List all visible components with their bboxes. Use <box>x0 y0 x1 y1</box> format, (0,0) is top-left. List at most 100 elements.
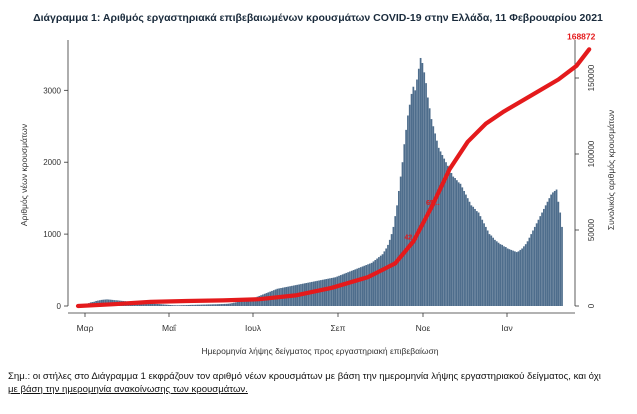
bar <box>425 83 427 306</box>
bar <box>187 304 190 306</box>
bar <box>365 265 368 306</box>
bar <box>503 246 505 306</box>
bar <box>510 249 513 306</box>
bar <box>541 212 543 306</box>
bar <box>533 226 536 306</box>
bar <box>164 304 166 306</box>
annotations: 168872 65... 42... <box>404 31 595 241</box>
bar <box>441 155 444 306</box>
bar <box>475 211 478 306</box>
bar <box>193 304 195 306</box>
bar <box>481 219 484 306</box>
bar <box>407 115 409 307</box>
bar <box>432 126 435 307</box>
bar <box>454 178 456 306</box>
bar <box>223 303 226 306</box>
bar <box>359 267 362 306</box>
right-tick-labels: 0 50000 100000 150000 <box>575 64 596 308</box>
bar <box>421 63 424 307</box>
bar <box>240 301 243 306</box>
bar <box>528 237 531 306</box>
bar <box>468 201 471 306</box>
bar <box>416 79 418 306</box>
bar <box>430 119 433 306</box>
bar <box>160 304 163 306</box>
bar <box>501 244 504 306</box>
bar <box>156 303 159 306</box>
bar <box>514 251 516 306</box>
bar <box>238 301 241 306</box>
bar <box>165 304 168 306</box>
bar <box>506 248 509 306</box>
bar <box>477 212 480 306</box>
bar <box>218 304 221 306</box>
x-tick-label: Σεπ <box>331 323 346 333</box>
bar <box>236 302 239 306</box>
bar <box>544 205 547 306</box>
bar <box>162 304 165 306</box>
x-axis-label: Ημερομηνία λήψης δείγματος προς εργαστηρ… <box>201 346 438 356</box>
right-tick-label: 150000 <box>587 64 596 91</box>
bar <box>465 194 467 306</box>
bar <box>470 205 473 306</box>
bar <box>457 182 460 306</box>
bar <box>436 140 438 306</box>
bar <box>383 251 386 306</box>
bar <box>336 276 339 306</box>
bars <box>77 57 563 307</box>
bar <box>200 304 203 306</box>
bar <box>178 305 181 306</box>
bar <box>485 226 487 306</box>
bar <box>175 305 177 306</box>
bar <box>483 223 485 306</box>
right-axis-label: Συνολικός αριθμός κρουσμάτων <box>606 110 616 230</box>
bar <box>546 201 549 306</box>
bar <box>550 194 552 306</box>
bar <box>354 269 357 306</box>
bar <box>191 304 194 306</box>
bar <box>173 305 175 306</box>
left-axis-label: Αριθμός νέων κρουσμάτων <box>19 124 29 226</box>
bar <box>214 304 217 306</box>
bar <box>555 189 558 306</box>
bar <box>423 72 426 306</box>
bar <box>397 190 400 306</box>
bar <box>499 244 502 306</box>
bar <box>176 305 179 306</box>
bar <box>216 304 219 306</box>
bar <box>312 281 315 306</box>
bar <box>463 190 465 306</box>
bar <box>434 133 436 306</box>
bar <box>437 147 440 306</box>
bar <box>252 298 255 306</box>
bar <box>204 304 206 306</box>
left-tick-label: 2000 <box>43 158 61 167</box>
bar <box>532 230 534 306</box>
bar <box>211 304 214 306</box>
bar <box>184 305 186 306</box>
bar <box>167 304 170 306</box>
bar <box>408 104 411 307</box>
bar <box>213 304 215 306</box>
bar <box>388 239 391 306</box>
bar <box>229 303 232 306</box>
left-tick-label: 1000 <box>43 230 61 239</box>
bar <box>456 180 458 306</box>
bar <box>495 241 498 306</box>
x-tick-label: Νοε <box>416 323 431 333</box>
bar <box>448 169 451 306</box>
bar <box>405 129 407 306</box>
bar <box>399 176 402 306</box>
chart-title: Διάγραμμα 1: Αριθμός εργαστηριακά επιβεβ… <box>33 12 603 24</box>
bar <box>403 144 406 306</box>
bar <box>561 226 563 306</box>
bar <box>332 277 335 306</box>
bar <box>182 305 184 306</box>
bar <box>363 265 366 306</box>
annotation-label: 65... <box>426 200 440 207</box>
bar <box>205 304 208 306</box>
bar <box>524 244 527 306</box>
bar <box>512 250 514 306</box>
